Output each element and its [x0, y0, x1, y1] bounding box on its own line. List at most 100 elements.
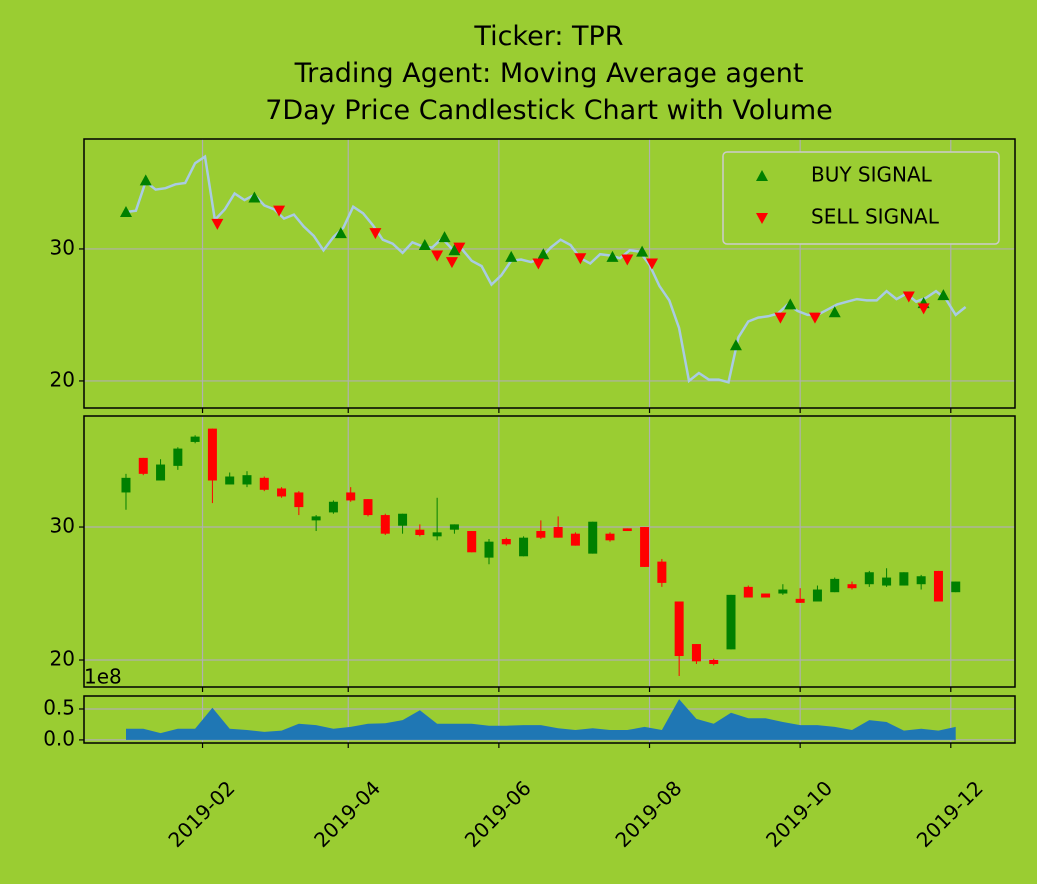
x-tick-label: 2019-02: [163, 776, 239, 852]
candle-body: [864, 572, 874, 585]
y-tick-label: 30: [50, 514, 75, 538]
y-tick-label: 20: [50, 367, 75, 391]
candle-body: [484, 541, 494, 558]
panel-frame: [83, 138, 1016, 409]
plot-area: [121, 428, 961, 676]
candle-body: [277, 488, 287, 497]
sell-marker: [645, 258, 658, 270]
buy-marker: [119, 205, 132, 217]
sell-marker: [369, 228, 382, 240]
candle-body: [449, 524, 459, 530]
chart-title: Trading Agent: Moving Average agent: [294, 58, 804, 89]
sell-marker: [808, 312, 821, 324]
sell-marker: [453, 242, 466, 254]
candle-body: [933, 570, 943, 602]
buy-marker: [729, 339, 742, 351]
sell-marker: [532, 258, 545, 270]
sell-marker: [273, 205, 286, 217]
legend-label: BUY SIGNAL: [811, 163, 933, 187]
legend-box: [722, 151, 1000, 245]
y-tick-label: 0.0: [43, 726, 75, 750]
candle-body: [398, 513, 408, 526]
sell-marker: [574, 253, 587, 265]
sell-marker: [431, 250, 444, 262]
legend: BUY SIGNAL SELL SIGNAL: [722, 151, 1000, 245]
candle-body: [138, 457, 148, 474]
chart-title: 7Day Price Candlestick Chart with Volume: [265, 95, 833, 126]
buy-marker: [334, 227, 347, 239]
buy-marker: [937, 289, 950, 301]
buy-marker: [448, 244, 461, 256]
volume-area: [126, 699, 956, 740]
sell-marker: [774, 312, 787, 324]
buy-marker: [418, 238, 431, 250]
buy-marker: [248, 191, 261, 203]
y-tick-label: 20: [50, 647, 75, 671]
candle-body: [190, 436, 200, 442]
candle-body: [121, 477, 131, 493]
chart-title: Ticker: TPR: [473, 21, 623, 52]
candle-body: [311, 516, 321, 521]
candle-body: [432, 532, 442, 537]
sell-marker: [445, 257, 458, 269]
candle-body: [519, 537, 529, 557]
x-tick-label: 2019-04: [309, 776, 385, 852]
buy-marker: [537, 248, 550, 260]
candle-body: [259, 477, 269, 490]
candle-body: [709, 660, 719, 664]
buy-marker: [828, 306, 841, 318]
candle-body: [951, 581, 961, 593]
sell-marker: [917, 303, 930, 315]
legend-label: SELL SIGNAL: [811, 205, 940, 229]
candle-body: [570, 533, 580, 546]
candle-body: [328, 501, 338, 513]
candle-body: [242, 475, 252, 485]
panel-frame: [83, 415, 1016, 688]
candle-body: [553, 527, 563, 538]
sell-marker: [211, 218, 224, 230]
candle-body: [415, 529, 425, 536]
candle-body: [156, 464, 166, 481]
offset-text: 1e8: [84, 665, 122, 689]
buy-marker: [438, 231, 451, 243]
candle-body: [691, 644, 701, 662]
buy-marker: [139, 174, 152, 186]
x-tick-label: 2019-12: [912, 776, 988, 852]
sell-marker: [621, 254, 634, 266]
candle-body: [207, 428, 217, 481]
buy-marker: [505, 250, 518, 262]
candle-body: [640, 527, 650, 567]
panel: 2019-02 2019-04 2019-06 2019-08 2019-10 2019-…: [43, 665, 1016, 852]
candle-body: [899, 572, 909, 586]
panel-frame: [83, 695, 1016, 744]
panel: 20 30 BUY SIGNAL SELL SIGNAL: [50, 138, 1016, 413]
plot-area: [119, 154, 967, 384]
candle-body: [812, 589, 822, 602]
candle-body: [795, 598, 805, 603]
candle-body: [501, 539, 511, 545]
x-tick-label: 2019-08: [610, 776, 686, 852]
buy-marker: [636, 245, 649, 257]
candle-body: [761, 593, 771, 598]
candle-body: [726, 594, 736, 650]
candle-body: [363, 499, 373, 516]
x-tick-label: 2019-06: [460, 776, 536, 852]
sell-marker: [902, 291, 915, 303]
buy-marker: [606, 250, 619, 262]
legend-marker: [756, 213, 768, 224]
candle-body: [882, 577, 892, 586]
candle-body: [778, 589, 788, 594]
candle-body: [467, 531, 477, 553]
candle-body: [346, 492, 356, 501]
candle-body: [743, 586, 753, 598]
candle-body: [622, 528, 632, 532]
candle-body: [588, 521, 598, 554]
y-tick-label: 0.5: [43, 695, 75, 719]
candle-body: [657, 561, 667, 583]
legend-marker: [756, 170, 768, 181]
candle-body: [536, 531, 546, 538]
candle-body: [380, 515, 390, 534]
candle-body: [294, 492, 304, 508]
